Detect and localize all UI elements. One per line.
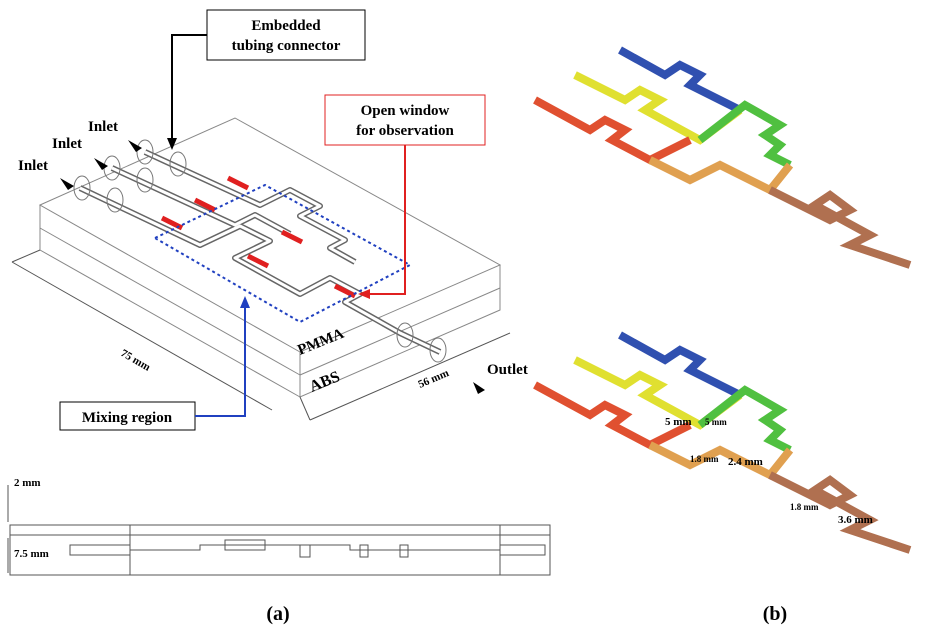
mixer-3d (535, 50, 910, 265)
label: Inlet (18, 158, 48, 174)
callout-mixing: Mixing region (60, 296, 250, 430)
dimension-label: 2 mm (14, 477, 41, 489)
label: Inlet (88, 119, 118, 135)
panel-label: (a) (266, 603, 289, 625)
figure: Embedded tubing connector Open window fo… (0, 0, 936, 633)
dimension-label: 7.5 mm (14, 548, 49, 560)
label: 1.8 mm (690, 454, 719, 464)
outlet-arrow (473, 382, 485, 394)
label: Mixing region (82, 410, 173, 426)
dimension-label: 75 mm (119, 347, 153, 373)
label: 1.8 mm (790, 502, 819, 512)
material-label: PMMA (296, 326, 347, 359)
outlet-label: Outlet (487, 362, 528, 378)
label: Open window (361, 103, 450, 119)
panel-label: (b) (763, 603, 787, 625)
label: Inlet (52, 136, 82, 152)
label: 2.4 mm (728, 456, 763, 468)
callout-window: Open window for observation (325, 95, 485, 299)
label: for observation (356, 123, 454, 139)
label: 5 mm (665, 416, 692, 428)
label: tubing connector (232, 38, 341, 54)
material-label: ABS (307, 368, 342, 395)
dimension-label: 56 mm (416, 367, 450, 391)
label: 3.6 mm (838, 514, 873, 526)
cross-section (8, 485, 550, 575)
inlet-labels: Inlet Inlet Inlet (18, 119, 142, 190)
label: 5 mm (705, 417, 727, 427)
label: Embedded (251, 18, 321, 34)
